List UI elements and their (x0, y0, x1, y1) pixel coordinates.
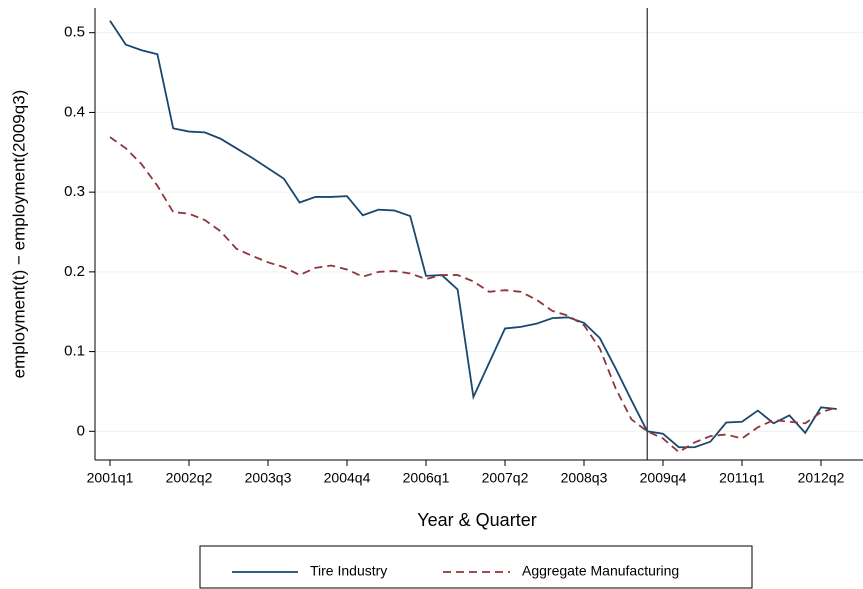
x-tick-label: 2004q4 (324, 470, 371, 486)
x-tick-label: 2006q1 (403, 470, 450, 486)
legend-box (199, 545, 753, 589)
x-tick-label: 2002q2 (166, 470, 213, 486)
series-line (109, 20, 837, 449)
x-tick-label: 2009q4 (640, 470, 687, 486)
y-tick-label: 0 (77, 422, 85, 439)
x-tick-label: 2007q2 (482, 470, 529, 486)
x-axis-title: Year & Quarter (417, 510, 536, 530)
y-tick-label: 0.1 (64, 343, 85, 360)
x-tick-label: 2011q1 (719, 470, 765, 486)
series-line (109, 136, 838, 454)
y-tick-label: 0.5 (64, 24, 85, 41)
y-tick-label: 0.4 (64, 103, 85, 120)
x-tick-label: 2001q1 (87, 470, 134, 486)
x-tick-label: 2012q2 (798, 470, 845, 486)
legend-label: Aggregate Manufacturing (522, 563, 679, 579)
y-axis-title: employment(t) − employment(2009q3) (9, 90, 28, 379)
x-tick-label: 2008q3 (561, 470, 608, 486)
x-tick-label: 2003q3 (245, 470, 292, 486)
y-tick-label: 0.2 (64, 263, 85, 280)
legend-label: Tire Industry (310, 563, 387, 579)
y-tick-label: 0.3 (64, 183, 85, 200)
